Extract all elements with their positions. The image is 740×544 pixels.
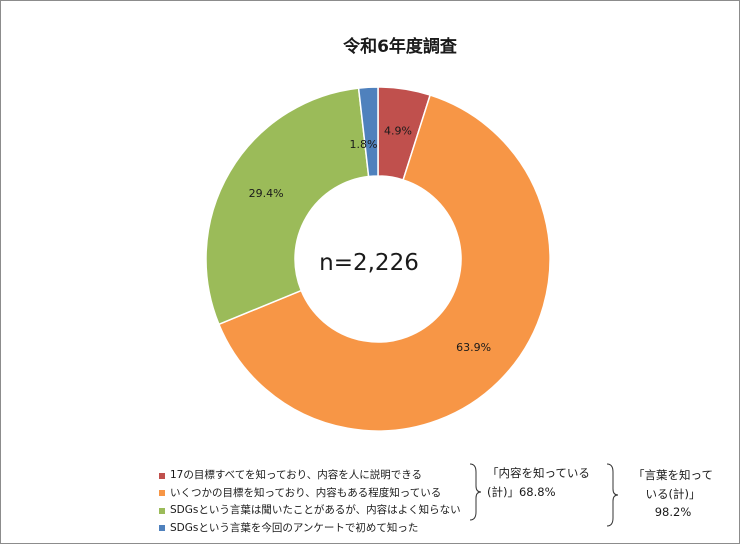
slice-data-label: 1.8% [350, 138, 378, 151]
legend-swatch [159, 472, 165, 479]
donut-slice [217, 94, 551, 432]
legend-swatch [159, 507, 165, 514]
legend-label: SDGsという言葉を今回のアンケートで初めて知った [170, 521, 419, 534]
legend-swatch [159, 490, 165, 497]
word-known-line2: いる(計)」 [645, 487, 701, 501]
legend-swatch [159, 525, 165, 532]
brace-content-known [469, 463, 482, 521]
word-known-note: 「言葉を知って いる(計)」 98.2% [628, 467, 718, 519]
legend-item: SDGsという言葉を今回のアンケートで初めて知った [159, 520, 461, 538]
brace-word-known [606, 463, 619, 527]
legend-item: SDGsという言葉は聞いたことがあるが、内容はよく知らない [159, 502, 461, 520]
word-known-line1: 「言葉を知って [633, 468, 713, 482]
legend-label: 17の目標すべてを知っており、内容を人に説明できる [170, 469, 423, 481]
donut-slice [357, 86, 379, 178]
sample-size-label: n=2,226 [319, 250, 419, 276]
legend-label: いくつかの目標を知っており、内容もある程度知っている [170, 486, 442, 499]
content-known-note: 「内容を知っている (計)」68.8% [487, 465, 590, 500]
legend-label: SDGsという言葉は聞いたことがあるが、内容はよく知らない [170, 504, 461, 516]
slice-data-label: 29.4% [249, 187, 284, 200]
slice-data-label: 63.9% [456, 341, 491, 354]
legend-item: いくつかの目標を知っており、内容もある程度知っている [159, 485, 461, 503]
content-known-line1: 「内容を知っている [487, 466, 590, 480]
chart-title: 令和6年度調査 [343, 36, 458, 57]
word-known-line3: 98.2% [654, 505, 692, 519]
legend: 17の目標すべてを知っており、内容を人に説明できる いくつかの目標を知っており、… [159, 467, 461, 537]
content-known-line2: (計)」68.8% [487, 485, 556, 499]
legend-item: 17の目標すべてを知っており、内容を人に説明できる [159, 467, 461, 485]
slice-data-label: 4.9% [384, 125, 412, 138]
donut-slice [205, 87, 370, 326]
